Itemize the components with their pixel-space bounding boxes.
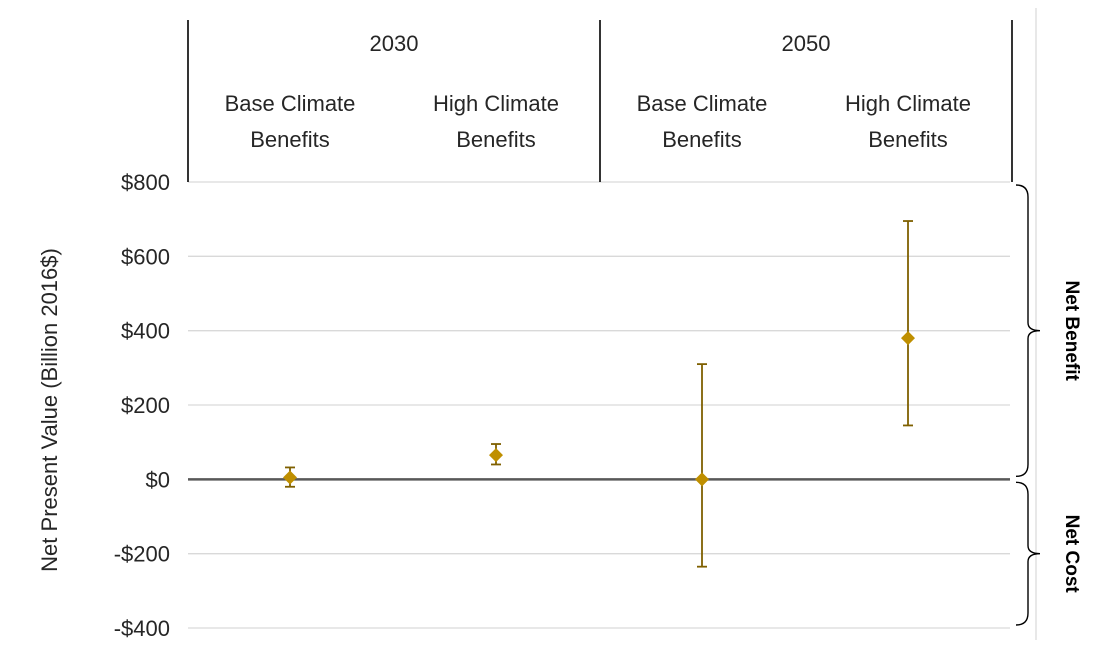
data-point (695, 472, 709, 487)
y-tick-label: $600 (121, 244, 170, 269)
brace (1015, 184, 1041, 478)
category-label: Benefits (868, 127, 948, 152)
data-point (283, 470, 297, 485)
data-point (901, 331, 915, 346)
category-label: Benefits (456, 127, 536, 152)
y-tick-label: $400 (121, 319, 170, 344)
side-label: Net Cost (1061, 515, 1082, 594)
y-tick-label: -$400 (114, 616, 170, 641)
data-points (283, 331, 915, 487)
category-label: Benefits (250, 127, 330, 152)
category-label: Base Climate (637, 91, 768, 116)
y-tick-label: -$200 (114, 542, 170, 567)
group-label: 2050 (782, 31, 831, 56)
y-axis: $800 $600 $400 $200 $0 -$200 -$400 (114, 170, 170, 641)
y-tick-label: $0 (146, 467, 170, 492)
y-tick-label: $800 (121, 170, 170, 195)
category-label: Base Climate (225, 91, 356, 116)
error-bars (285, 220, 913, 568)
side-brackets: Net Benefit Net Cost (1015, 8, 1082, 640)
category-label: High Climate (845, 91, 971, 116)
data-point (489, 448, 503, 463)
brace (1015, 481, 1041, 626)
side-label: Net Benefit (1061, 281, 1082, 382)
category-label: Benefits (662, 127, 742, 152)
group-label: 2030 (370, 31, 419, 56)
header: 2030 Base Climate Benefits High Climate Bene… (187, 20, 1013, 182)
gridlines (188, 181, 1010, 629)
category-label: High Climate (433, 91, 559, 116)
y-tick-label: $200 (121, 393, 170, 418)
y-axis-label: Net Present Value (Billion 2016$) (37, 248, 62, 572)
